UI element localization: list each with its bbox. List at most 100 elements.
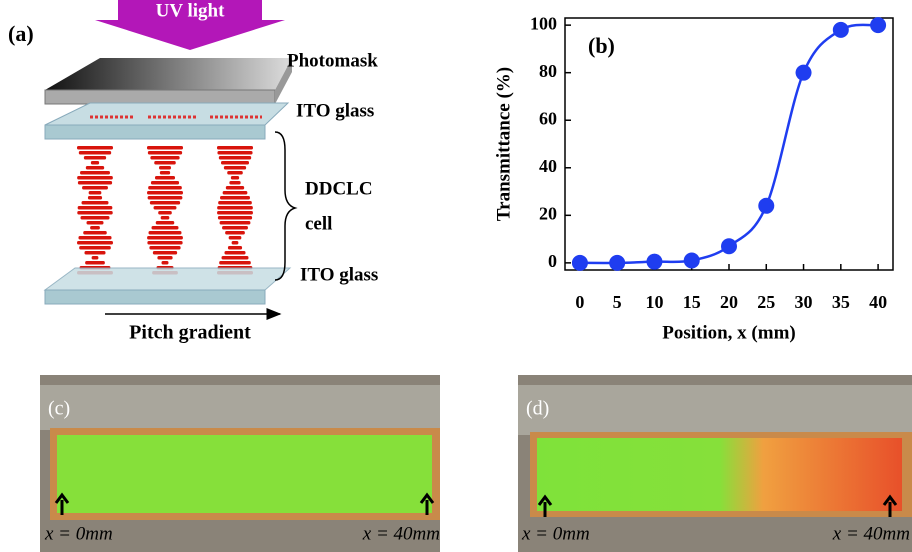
x-tick-label: 40	[869, 292, 887, 312]
y-tick-label: 80	[539, 61, 557, 81]
panel-a: (a) UV light Photomask ITO glass ITO gla…	[8, 0, 378, 344]
lc-layer	[155, 176, 175, 180]
lc-layer	[147, 236, 183, 240]
lc-layer	[151, 181, 179, 185]
lc-layer	[229, 181, 240, 185]
glass	[40, 385, 440, 430]
curve	[580, 25, 878, 263]
lc-layer	[150, 201, 180, 205]
lc-layer	[148, 196, 183, 200]
lc-layer	[78, 236, 111, 240]
ito-bottom-edge	[45, 290, 265, 304]
ito-top-label: ITO glass	[296, 100, 374, 121]
lc-layer	[153, 251, 177, 255]
lc-layer	[149, 231, 182, 235]
y-tick-label: 100	[530, 13, 557, 33]
data-point	[721, 238, 737, 254]
lc-layer	[77, 176, 113, 180]
lc-layer	[147, 146, 183, 150]
lc-layer	[154, 206, 177, 210]
panel-c: (c) x = 0mm x = 40mm	[40, 375, 440, 552]
lc-layer	[86, 166, 104, 170]
film	[537, 438, 902, 511]
y-tick-label: 40	[539, 156, 557, 176]
ito-bottom	[45, 268, 290, 290]
panel-d: (d) x = 0mm x = 40mm	[518, 375, 912, 552]
x-tick-label: 20	[720, 292, 738, 312]
glass	[518, 385, 912, 435]
y-tick-label: 0	[548, 251, 557, 271]
lc-layer	[160, 171, 170, 175]
lc-layer	[159, 166, 171, 170]
lc-layer	[219, 261, 251, 265]
lc-layer	[89, 191, 102, 195]
lc-layer	[157, 256, 172, 260]
data-point	[572, 255, 588, 271]
lc-layer	[231, 176, 239, 180]
x-tick-label: 0	[575, 292, 584, 312]
lc-layer	[225, 231, 245, 235]
lc-layer	[79, 151, 111, 155]
position-label: x = 40mm	[832, 523, 910, 544]
lc-layer	[161, 216, 170, 220]
lc-layer	[232, 241, 239, 245]
lc-layer	[220, 221, 251, 225]
lc-layer	[227, 171, 243, 175]
lc-layer	[82, 201, 109, 205]
data-point	[646, 254, 662, 270]
lc-layer	[80, 171, 110, 175]
lc-layer	[152, 226, 179, 230]
lc-layer	[149, 246, 180, 250]
x-tick-label: 35	[832, 292, 850, 312]
photomask	[45, 58, 292, 90]
x-axis-label: Position, x (mm)	[662, 322, 796, 343]
lc-layer	[154, 161, 175, 165]
lc-layer	[148, 151, 182, 155]
lc-layer	[162, 261, 169, 265]
lc-layer	[91, 161, 99, 165]
x-tick-label: 5	[613, 292, 622, 312]
lc-layer	[90, 226, 100, 230]
lc-layer	[84, 156, 106, 160]
x-tick-label: 25	[757, 292, 775, 312]
lc-layer	[156, 221, 175, 225]
y-tick-label: 20	[539, 203, 557, 223]
lc-layer	[226, 186, 244, 190]
lc-layer	[217, 211, 253, 215]
lc-layer	[83, 231, 107, 235]
y-tick-label: 60	[539, 108, 557, 128]
lc-layer	[148, 186, 182, 190]
y-axis-label: Transmittance (%)	[493, 67, 514, 221]
lc-layer	[92, 256, 99, 260]
x-tick-label: 30	[795, 292, 813, 312]
lc-layer	[85, 251, 106, 255]
lc-layer	[223, 191, 248, 195]
lc-layer	[150, 156, 179, 160]
photo-label: (d)	[526, 398, 549, 420]
lc-layer	[222, 256, 249, 260]
lc-layer	[219, 156, 251, 160]
data-point	[833, 22, 849, 38]
liquid-crystal	[77, 146, 253, 275]
data-point	[796, 65, 812, 81]
brace	[275, 132, 295, 280]
lc-layer	[217, 206, 253, 210]
lc-layer	[224, 166, 246, 170]
lc-layer	[88, 196, 102, 200]
lc-layer	[77, 211, 112, 215]
lc-layer	[77, 146, 113, 150]
position-label: x = 40mm	[362, 523, 440, 544]
lc-layer	[147, 241, 182, 245]
data-point	[758, 198, 774, 214]
lc-layer	[79, 246, 111, 250]
lc-layer	[221, 161, 249, 165]
lc-layer	[81, 216, 110, 220]
x-tick-label: 10	[645, 292, 663, 312]
position-label: x = 0mm	[521, 523, 590, 544]
lc-layer	[217, 151, 252, 155]
cell-label: cell	[305, 213, 332, 234]
lc-layer	[222, 226, 248, 230]
lc-layer	[228, 246, 242, 250]
lc-layer	[85, 261, 105, 265]
